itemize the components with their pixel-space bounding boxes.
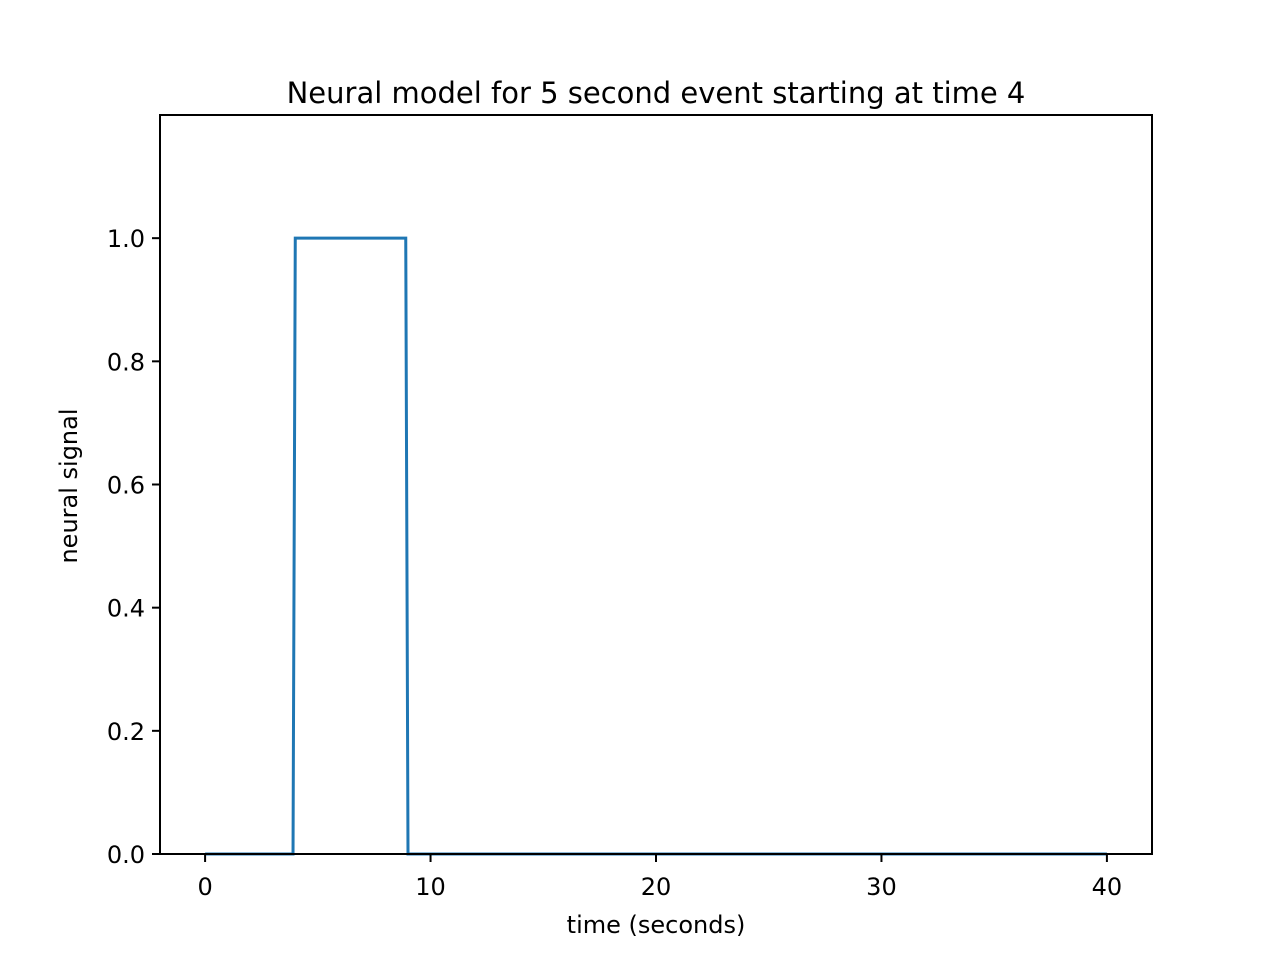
x-axis-label: time (seconds) (567, 911, 746, 939)
y-tick-label: 0.8 (107, 348, 145, 376)
plot-area: 0 10 20 30 40 0.0 0.2 0.4 0.6 0.8 1.0 (107, 114, 1153, 901)
y-tick-label: 0.2 (107, 718, 145, 746)
x-tick-label: 20 (641, 873, 672, 901)
y-tick-label: 0.0 (107, 841, 145, 869)
x-tick-label: 10 (415, 873, 446, 901)
x-tick-label: 0 (197, 873, 212, 901)
x-tick-label: 40 (1092, 873, 1123, 901)
y-tick-label: 1.0 (107, 225, 145, 253)
y-tick-label: 0.6 (107, 472, 145, 500)
chart-title: Neural model for 5 second event starting… (287, 76, 1026, 110)
y-axis-label: neural signal (55, 408, 83, 563)
x-tick-label: 30 (866, 873, 897, 901)
y-tick-label: 0.4 (107, 595, 145, 623)
